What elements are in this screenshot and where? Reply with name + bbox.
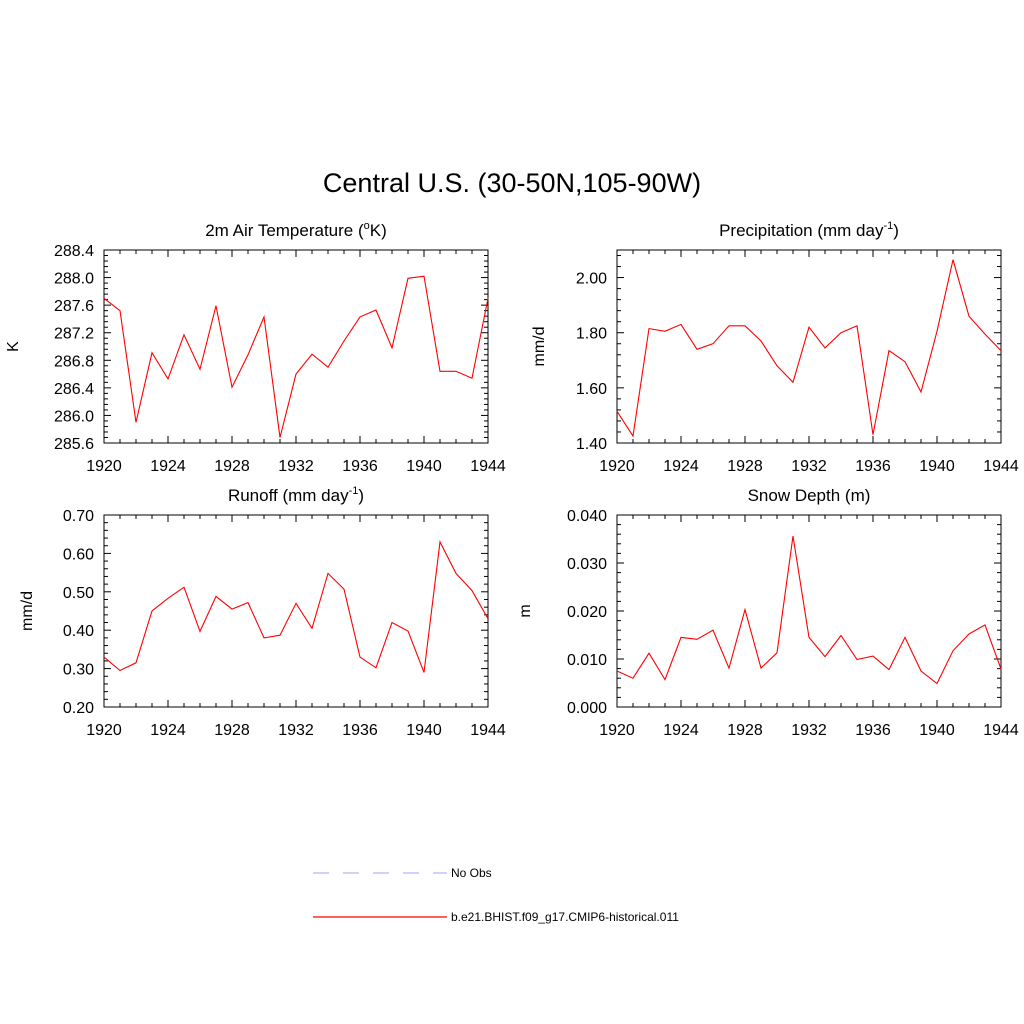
y-tick-label: 286.4 xyxy=(54,381,94,398)
y-tick-label: 0.60 xyxy=(63,546,94,563)
plot-frame xyxy=(616,514,1002,708)
chart-panel-0: 1920 1924 1928 1932 1936 1940 1944 285.6 286.0 28… xyxy=(5,220,506,475)
y-tick-label: 287.6 xyxy=(54,298,94,315)
series-line xyxy=(103,540,489,673)
y-tick-label: 0.030 xyxy=(567,556,607,573)
x-tick-label: 1928 xyxy=(727,458,763,475)
panel-title: Precipitation (mm day-1) xyxy=(719,220,899,240)
chart-panel-1: 1920 1924 1928 1932 1936 1940 1944 1.40 1.60 1.80… xyxy=(531,220,1019,475)
y-tick-label: 0.40 xyxy=(63,623,94,640)
x-tick-label: 1940 xyxy=(919,722,955,739)
plot-frame xyxy=(103,249,489,444)
series-line xyxy=(103,275,489,438)
chart-panel-2: 1920 1924 1928 1932 1936 1940 1944 0.20 0.30 0.40… xyxy=(19,485,506,739)
plot-frame xyxy=(103,514,489,708)
x-tick-label: 1936 xyxy=(342,458,378,475)
x-tick-label: 1920 xyxy=(599,722,635,739)
x-tick-label: 1940 xyxy=(406,722,442,739)
x-tick-label: 1920 xyxy=(86,722,122,739)
panel-title: Snow Depth (m) xyxy=(748,486,871,505)
y-axis-label: K xyxy=(5,341,22,352)
y-tick-label: 287.2 xyxy=(54,326,94,343)
y-tick-label: 0.020 xyxy=(567,604,607,621)
y-tick-label: 288.0 xyxy=(54,271,94,288)
x-tick-label: 1940 xyxy=(919,458,955,475)
x-tick-label: 1940 xyxy=(406,458,442,475)
x-tick-label: 1944 xyxy=(470,722,506,739)
y-tick-label: 1.40 xyxy=(576,436,607,453)
y-tick-label: 1.60 xyxy=(576,381,607,398)
x-tick-label: 1944 xyxy=(470,458,506,475)
x-tick-label: 1932 xyxy=(278,722,314,739)
x-tick-label: 1928 xyxy=(214,722,250,739)
legend-label: No Obs xyxy=(451,866,492,880)
legend: No Obs b.e21.BHIST.f09_g17.CMIP6-historic… xyxy=(313,866,679,924)
y-tick-label: 0.20 xyxy=(63,700,94,717)
x-tick-label: 1932 xyxy=(278,458,314,475)
y-tick-label: 286.8 xyxy=(54,353,94,370)
y-tick-label: 0.30 xyxy=(63,662,94,679)
x-tick-label: 1928 xyxy=(214,458,250,475)
x-tick-label: 1928 xyxy=(727,722,763,739)
panel-title: Runoff (mm day-1) xyxy=(228,485,364,505)
x-tick-label: 1936 xyxy=(342,722,378,739)
y-axis-label: m xyxy=(517,604,534,617)
x-tick-label: 1924 xyxy=(150,458,186,475)
x-tick-label: 1932 xyxy=(791,458,827,475)
y-tick-label: 285.6 xyxy=(54,436,94,453)
y-tick-label: 288.4 xyxy=(54,243,94,260)
x-tick-label: 1936 xyxy=(855,458,891,475)
x-tick-label: 1944 xyxy=(983,722,1019,739)
y-tick-label: 0.70 xyxy=(63,508,94,525)
x-tick-label: 1924 xyxy=(150,722,186,739)
x-tick-label: 1924 xyxy=(663,722,699,739)
y-tick-label: 0.040 xyxy=(567,508,607,525)
y-tick-label: 1.80 xyxy=(576,326,607,343)
x-tick-label: 1920 xyxy=(599,458,635,475)
series-line xyxy=(616,259,1002,438)
y-tick-label: 2.00 xyxy=(576,271,607,288)
x-tick-label: 1932 xyxy=(791,722,827,739)
y-tick-label: 0.000 xyxy=(567,700,607,717)
chart-panel-3: 1920 1924 1928 1932 1936 1940 1944 0.000 0.010 0.… xyxy=(517,486,1019,739)
x-tick-label: 1944 xyxy=(983,458,1019,475)
plot-frame xyxy=(616,249,1002,444)
series-line xyxy=(616,536,1002,685)
y-tick-label: 0.010 xyxy=(567,652,607,669)
figure-title: Central U.S. (30-50N,105-90W) xyxy=(322,168,702,198)
y-axis-label: mm/d xyxy=(531,327,548,367)
panel-title: 2m Air Temperature (oK) xyxy=(205,220,387,240)
x-tick-label: 1936 xyxy=(855,722,891,739)
x-tick-label: 1924 xyxy=(663,458,699,475)
y-axis-label: mm/d xyxy=(19,591,36,631)
y-tick-label: 286.0 xyxy=(54,408,94,425)
y-tick-label: 0.50 xyxy=(63,585,94,602)
legend-label: b.e21.BHIST.f09_g17.CMIP6-historical.011 xyxy=(451,910,679,924)
x-tick-label: 1920 xyxy=(86,458,122,475)
